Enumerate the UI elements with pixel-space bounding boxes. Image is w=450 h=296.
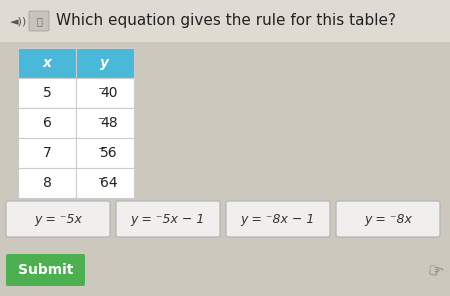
FancyBboxPatch shape (116, 201, 220, 237)
Text: −: − (97, 113, 105, 123)
Text: 48: 48 (100, 116, 118, 130)
Text: y = ⁻5x: y = ⁻5x (34, 213, 82, 226)
FancyBboxPatch shape (18, 138, 76, 168)
Text: 8: 8 (43, 176, 51, 190)
FancyBboxPatch shape (76, 138, 134, 168)
FancyBboxPatch shape (76, 48, 134, 78)
Text: ◄)): ◄)) (10, 16, 27, 26)
Text: Ⓐ: Ⓐ (36, 16, 42, 26)
Text: −: − (97, 144, 105, 152)
Text: 6: 6 (43, 116, 51, 130)
FancyBboxPatch shape (0, 0, 450, 42)
Text: y = ⁻5x − 1: y = ⁻5x − 1 (131, 213, 205, 226)
Text: y: y (100, 56, 109, 70)
FancyBboxPatch shape (76, 78, 134, 108)
Text: 56: 56 (100, 146, 118, 160)
Text: ☞: ☞ (425, 261, 445, 283)
FancyBboxPatch shape (76, 108, 134, 138)
Text: 64: 64 (100, 176, 118, 190)
Text: y = ⁻8x: y = ⁻8x (364, 213, 412, 226)
FancyBboxPatch shape (18, 108, 76, 138)
Text: y = ⁻8x − 1: y = ⁻8x − 1 (241, 213, 315, 226)
FancyBboxPatch shape (6, 254, 85, 286)
Text: −: − (97, 83, 105, 92)
Text: 7: 7 (43, 146, 51, 160)
Text: 5: 5 (43, 86, 51, 100)
Text: Submit: Submit (18, 263, 73, 277)
FancyBboxPatch shape (29, 11, 49, 31)
FancyBboxPatch shape (76, 168, 134, 198)
FancyBboxPatch shape (6, 201, 110, 237)
FancyBboxPatch shape (336, 201, 440, 237)
Text: x: x (42, 56, 51, 70)
FancyBboxPatch shape (18, 78, 76, 108)
Text: Which equation gives the rule for this table?: Which equation gives the rule for this t… (56, 14, 396, 28)
Text: −: − (97, 173, 105, 183)
Text: 40: 40 (100, 86, 118, 100)
FancyBboxPatch shape (226, 201, 330, 237)
FancyBboxPatch shape (18, 168, 76, 198)
FancyBboxPatch shape (18, 48, 76, 78)
